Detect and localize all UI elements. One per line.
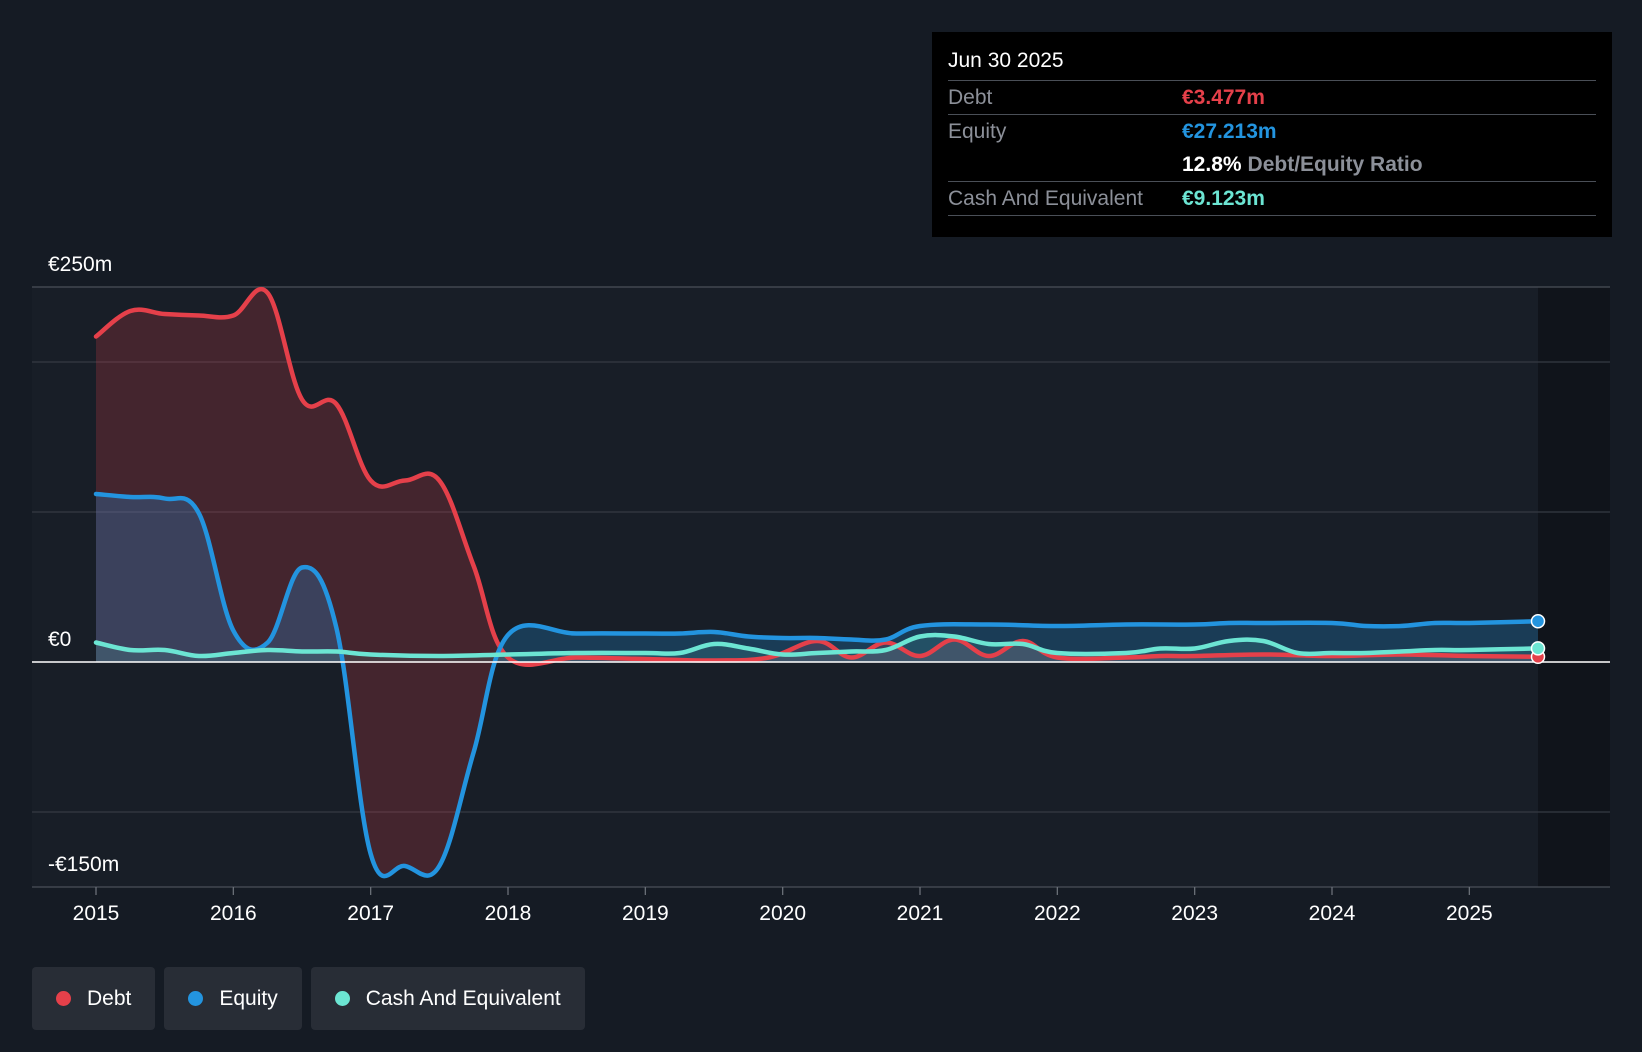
y-tick-label: -€150m	[48, 853, 119, 876]
cash-dot-icon	[334, 991, 350, 1006]
x-tick-label: 2018	[485, 902, 532, 925]
x-tick-label: 2020	[759, 902, 806, 925]
tooltip-row-cash: Cash And Equivalent €9.123m	[948, 181, 1596, 216]
legend-item-cash[interactable]: Cash And Equivalent	[310, 967, 585, 1030]
x-tick-label: 2019	[622, 902, 669, 925]
equity-area-positive	[96, 494, 1538, 662]
debt-line	[93, 287, 1541, 668]
x-tick-label: 2025	[1446, 902, 1493, 925]
tooltip-date: Jun 30 2025	[948, 49, 1064, 72]
tooltip-cash-value: €9.123m	[1182, 186, 1265, 210]
tooltip-debt-label: Debt	[948, 85, 993, 109]
equity-end-point	[1530, 613, 1546, 629]
legend-item-debt[interactable]: Debt	[32, 967, 156, 1030]
tooltip-ratio-value: 12.8%	[1182, 152, 1242, 176]
tooltip-ratio-label: Debt/Equity Ratio	[1247, 152, 1423, 176]
y-tick-label: €0	[48, 628, 71, 651]
tooltip-equity-label: Equity	[948, 119, 1007, 143]
x-tick-label: 2015	[73, 902, 120, 925]
x-tick-label: 2024	[1309, 902, 1356, 925]
chart-legend: Debt Equity Cash And Equivalent	[32, 967, 594, 1030]
x-tick-label: 2022	[1034, 902, 1081, 925]
equity-negative-shade	[96, 662, 1538, 877]
tooltip-row-ratio: 12.8% Debt/Equity Ratio	[948, 148, 1596, 181]
x-tick-label: 2021	[897, 902, 944, 925]
cash-line	[93, 632, 1541, 659]
tooltip-equity-value: €27.213m	[1182, 119, 1277, 143]
tooltip-debt-value: €3.477m	[1182, 85, 1265, 109]
debt-area-positive	[96, 289, 1538, 662]
equity-dot-icon	[188, 991, 204, 1006]
cash-end-point	[1530, 641, 1546, 656]
x-tick-label: 2017	[347, 902, 394, 925]
x-tick-label: 2016	[210, 902, 257, 925]
debt-dot-icon	[56, 991, 71, 1006]
legend-debt-label: Debt	[87, 986, 132, 1010]
tooltip-cash-label: Cash And Equivalent	[948, 186, 1143, 210]
legend-equity-label: Equity	[219, 986, 278, 1010]
tooltip-row-equity: Equity €27.213m	[948, 114, 1596, 148]
y-tick-label: €250m	[48, 253, 112, 276]
legend-item-equity[interactable]: Equity	[164, 967, 302, 1030]
equity-line	[93, 491, 1541, 879]
x-tick-label: 2023	[1171, 902, 1218, 925]
highlight-region	[1538, 287, 1610, 887]
tooltip-panel: Jun 30 2025 Debt €3.477m Equity €27.213m…	[932, 32, 1612, 237]
tooltip-row-debt: Debt €3.477m	[948, 80, 1596, 114]
legend-cash-label: Cash And Equivalent	[365, 986, 561, 1010]
